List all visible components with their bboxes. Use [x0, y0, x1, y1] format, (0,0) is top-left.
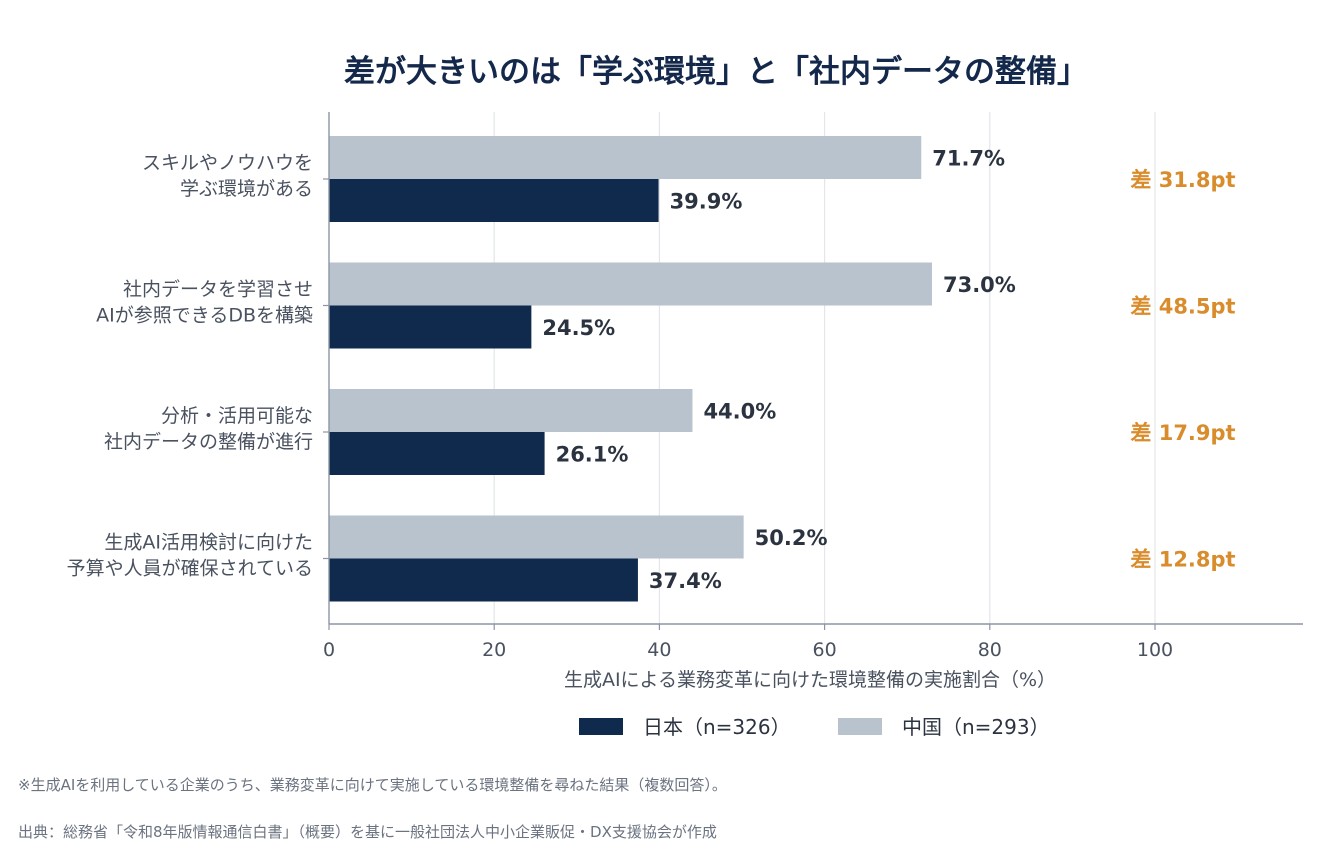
- category-label: 社内データを学習させ AIが参照できるDBを構築: [96, 279, 313, 327]
- legend-label: 日本（n=326）: [643, 715, 791, 739]
- legend-swatch: [838, 718, 882, 735]
- value-label-japan: 24.5%: [542, 316, 615, 340]
- bar-japan: [329, 432, 545, 475]
- x-axis-label: 生成AIによる業務変革に向けた環境整備の実施割合（%）: [564, 669, 1056, 691]
- value-label-japan: 26.1%: [556, 443, 629, 467]
- difference-label: 差 17.9pt: [1130, 421, 1235, 445]
- difference-label: 差 12.8pt: [1130, 548, 1235, 572]
- difference-label: 差 31.8pt: [1130, 168, 1235, 192]
- bar-china: [329, 389, 693, 432]
- value-label-china: 71.7%: [932, 147, 1005, 171]
- bar-china: [329, 515, 744, 559]
- bar-china: [329, 262, 932, 306]
- legend: 日本（n=326） 中国（n=293）: [579, 715, 1050, 739]
- difference-label: 差 48.5pt: [1130, 295, 1235, 319]
- category-label: 分析・活用可能な社内データの整備が進行: [104, 405, 313, 453]
- source-note: 出典：総務省「令和8年版情報通信白書」（概要）を基に一般社団法人中小企業販促・D…: [18, 823, 717, 841]
- x-tick-label: 80: [978, 639, 1002, 661]
- bar-japan: [329, 305, 532, 349]
- value-label-china: 44.0%: [703, 400, 776, 424]
- legend-label: 中国（n=293）: [902, 715, 1050, 739]
- bar-japan: [329, 179, 659, 222]
- category-label: スキルやノウハウを学ぶ環境がある: [142, 152, 313, 200]
- value-label-china: 73.0%: [943, 273, 1016, 297]
- chart-title: 差が大きいのは「学ぶ環境」と「社内データの整備」: [344, 54, 1088, 90]
- value-label-china: 50.2%: [755, 526, 828, 550]
- bar-china: [329, 136, 922, 179]
- legend-swatch: [579, 718, 623, 735]
- footnote: ※生成AIを利用している企業のうち、業務変革に向けて実施している環境整備を尋ねた…: [18, 776, 727, 794]
- x-tick-label: 60: [813, 639, 837, 661]
- x-tick-label: 0: [323, 639, 335, 661]
- value-label-japan: 37.4%: [649, 569, 722, 593]
- category-label: 生成AI活用検討に向けた予算や人員が確保されている: [67, 532, 313, 580]
- bar-japan: [329, 558, 638, 602]
- x-tick-label: 100: [1137, 639, 1173, 661]
- value-label-japan: 39.9%: [670, 190, 743, 214]
- x-tick-label: 20: [482, 639, 506, 661]
- x-tick-label: 40: [647, 639, 671, 661]
